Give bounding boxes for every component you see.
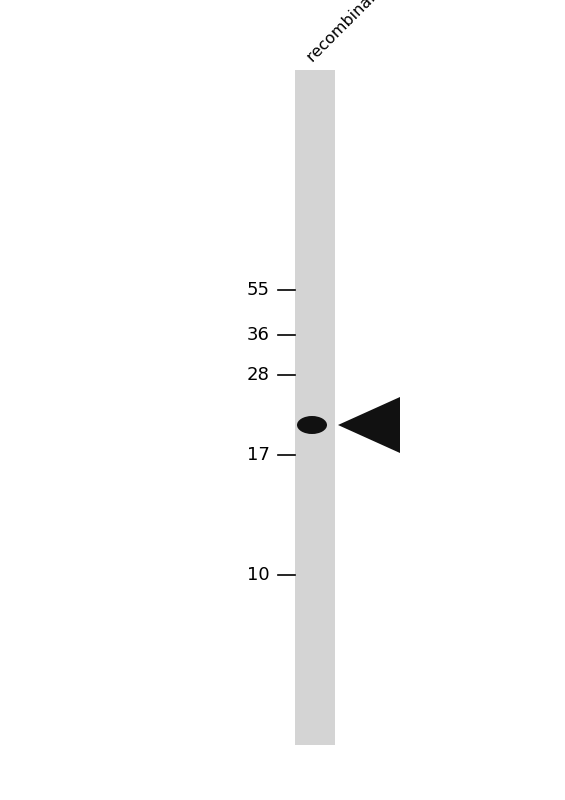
Text: 10: 10: [247, 566, 270, 584]
Text: 28: 28: [247, 366, 270, 384]
Text: 36: 36: [247, 326, 270, 344]
Polygon shape: [338, 397, 400, 453]
Ellipse shape: [297, 416, 327, 434]
Text: 17: 17: [247, 446, 270, 464]
Text: recombinant protein: recombinant protein: [305, 0, 431, 65]
Bar: [295, 70, 335, 745]
Text: 55: 55: [247, 281, 270, 299]
